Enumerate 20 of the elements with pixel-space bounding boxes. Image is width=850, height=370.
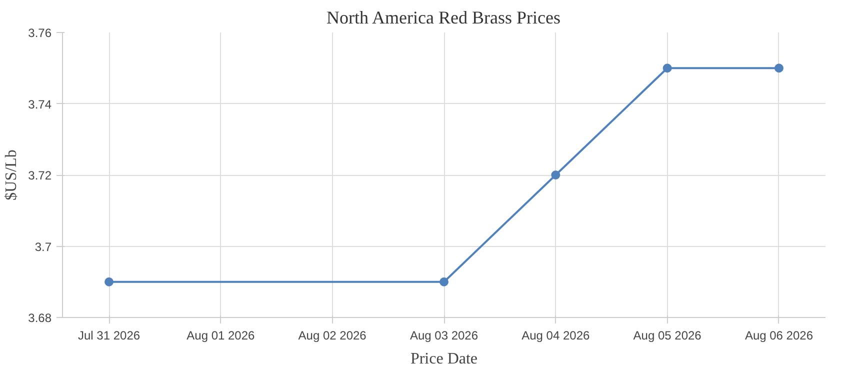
x-tick-label: Aug 01 2026 [186,328,256,342]
x-tick-label: Aug 05 2026 [633,328,702,342]
chart-title: North America Red Brass Prices [326,8,560,28]
x-tick-label: Aug 06 2026 [744,328,814,342]
y-tick-label: 3.7 [34,240,52,254]
point [774,64,784,73]
point [662,64,672,73]
point [440,277,448,286]
point [551,170,560,180]
x-tick-label: Aug 02 2026 [298,328,367,342]
x-axis-title: Price Date [410,350,478,368]
y-axis-title: $US/Lb [3,150,20,200]
y-tick-label: 3.76 [28,26,52,40]
x-tick-label: Aug 03 2026 [410,328,478,342]
y-tick-label: 3.72 [28,168,52,182]
y-tick-label: 3.68 [28,311,52,325]
x-tick-label: Jul 31 2026 [78,328,140,342]
x-tick-label: Aug 04 2026 [522,328,590,342]
y-tick-label: 3.74 [28,97,52,112]
point [104,277,114,286]
